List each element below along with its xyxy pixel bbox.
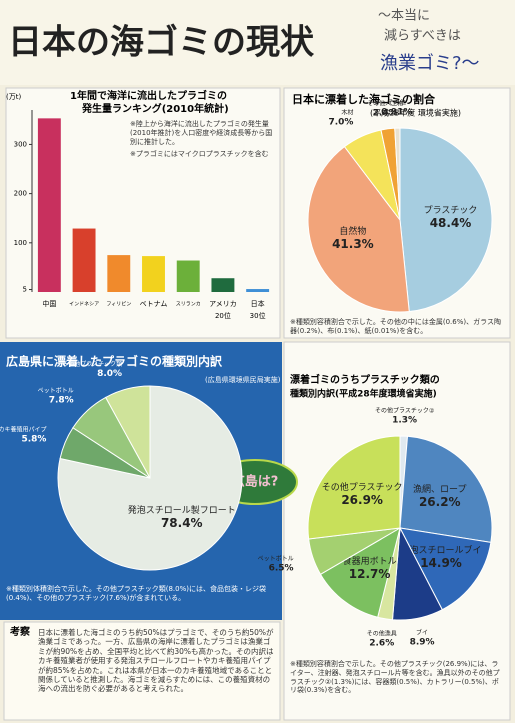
value-label: 26.9% (341, 493, 383, 507)
slice-name: ブイ (416, 629, 428, 637)
bar (107, 255, 131, 292)
value-label: 78.4% (161, 516, 203, 530)
value-label: 2.6% (369, 638, 394, 648)
value-label: 48.4% (430, 216, 472, 230)
slice-name: その他プラスチック (322, 481, 403, 493)
value-label: 6.5% (269, 563, 294, 573)
x-tick-label: ベトナム (140, 300, 168, 308)
pie-slice (394, 127, 401, 221)
slice-name: その他 (388, 98, 406, 106)
x-tick-label: 中国 (42, 299, 56, 308)
x-tick-label: スリランカ (176, 302, 201, 308)
pie-slice (104, 385, 151, 479)
subtitle: 減らすべきは (384, 28, 461, 44)
value-label: 12.7% (349, 567, 391, 581)
x-tick-label: 日本 (251, 299, 265, 308)
bar (176, 260, 200, 292)
y-tick-label: 300 (14, 140, 27, 148)
chart-title: 漂着ゴミのうちプラスチック類の (289, 373, 440, 386)
bar (37, 118, 61, 293)
y-tick-label: 200 (14, 190, 27, 198)
panel (3, 621, 281, 721)
value-label: 7.0% (328, 118, 353, 128)
y-tick-label: 100 (14, 239, 27, 247)
slice-name: プラスチック (424, 205, 478, 216)
slice-name: その他漁具 (367, 629, 397, 637)
bar (211, 278, 235, 292)
slice-name: 発泡スチロール製フロート (128, 504, 236, 516)
conclusion-text: 日本に漂着した海ゴミのうち約50%はプラゴミで、そのうち約50%が漁業ゴミであっ… (38, 628, 274, 694)
slice-name: ペットボトル (38, 386, 74, 394)
x-tick-label: フィリピン (106, 302, 131, 308)
chart-subtitle: 種類別内訳(平成28年度環境省実施) (290, 388, 437, 400)
chart-title: 日本に漂着した海ゴミの割合 (292, 92, 436, 106)
bubble-text: 広島は? (232, 474, 279, 490)
pie-slice (399, 127, 493, 313)
rank-label: 30位 (250, 311, 266, 320)
chart-title: 1年間で海洋に流出したプラゴミの (70, 89, 227, 102)
value-label: 1.3% (392, 416, 417, 426)
value-label: 7.8% (49, 395, 74, 405)
note: ※種類別容積割合で示した。その他の中には金属(0.6%)、ガラス陶器(0.2%)… (290, 318, 501, 335)
slice-name: カキ養殖用パイプ (0, 425, 46, 433)
slice-name: 木材 (341, 108, 353, 116)
value-label: 26.2% (419, 495, 461, 509)
value-label: 8.0% (97, 369, 122, 379)
slice-name: 発泡スチロールブイ (401, 544, 482, 556)
note: ※陸上から海洋に流出したプラゴミの発生量(2010年推計)を人口密度や経済成長等… (130, 120, 273, 146)
bar (246, 289, 270, 292)
slice-name: その他人工物 (367, 99, 403, 107)
pie-slice (307, 435, 401, 540)
bar (72, 228, 96, 292)
rank-label: 20位 (215, 311, 231, 320)
chart-title: 広島県に漂着したプラゴミの種類別内訳 (6, 354, 223, 369)
slice-name: 食器用ボトル (343, 555, 397, 567)
x-tick-label: アメリカ (209, 300, 237, 308)
pie-slice (319, 526, 401, 618)
pie-slice (307, 145, 410, 313)
value-label: 14.9% (420, 556, 462, 570)
bar (142, 256, 165, 292)
chart-subtitle: (広島県環境県民局実施) (205, 375, 281, 384)
slice-name: その他プラスチック② (375, 406, 435, 414)
note: ※プラゴミにはマイクロプラスチックを含む (130, 150, 269, 158)
axis-unit: (万t) (6, 93, 21, 101)
slice-name: 漁網、ロープ (413, 483, 466, 495)
title: 日本の海ゴミの現状 (8, 23, 315, 63)
slice-name: 自然物 (339, 225, 366, 237)
note: ※種類別容積割合で示した。その他プラスチック(26.9%)には、ライター、注射器… (290, 660, 500, 695)
subtitle: 漁業ゴミ?〜 (380, 53, 480, 74)
header-bg (0, 0, 515, 85)
value-label: 0.91% (381, 108, 412, 118)
conclusion-heading: 考察 (10, 625, 31, 638)
slice-name: ペットボトル (258, 554, 294, 562)
x-tick-label: インドネシア (69, 302, 99, 308)
value-label: 41.3% (332, 237, 374, 251)
y-tick-label: 5 (23, 286, 27, 294)
slice-name: その他プラスチック類 (62, 360, 122, 368)
pie-slice (399, 527, 492, 611)
note: ※種類別体積割合で示した。その他プラスチック類(8.0%)には、食品包装・レジ袋… (6, 585, 266, 602)
subtitle: 〜本当に (378, 9, 430, 24)
value-label: 2.4% (373, 108, 398, 118)
chart-subtitle: (平成28年度 環境省実施) (370, 108, 461, 118)
pie-slice (399, 435, 493, 543)
value-label: 5.8% (21, 434, 46, 444)
chart-title: 発生量ランキング(2010年統計) (81, 102, 229, 115)
value-label: 8.9% (410, 638, 435, 648)
